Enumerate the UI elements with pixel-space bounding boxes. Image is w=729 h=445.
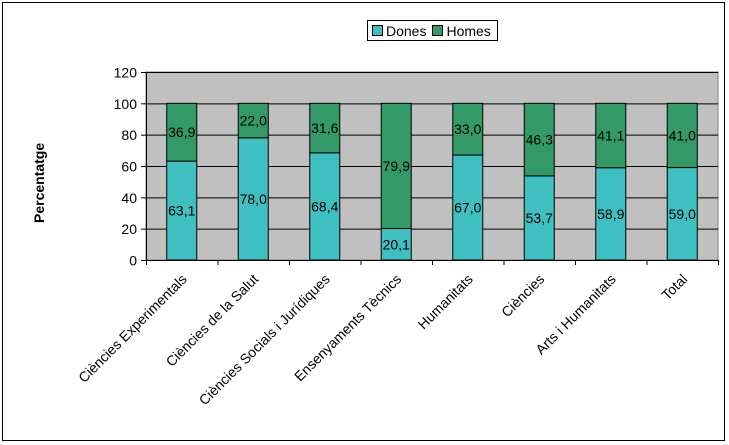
data-label-homes: 46,3	[526, 132, 553, 148]
bar-dones	[309, 152, 341, 261]
bar-homes	[380, 102, 412, 230]
bar-homes	[166, 102, 198, 162]
bar-dones	[666, 167, 698, 261]
bar-dones	[452, 154, 484, 261]
legend-label-dones: Dones	[386, 22, 427, 39]
legend-item-homes: Homes	[432, 22, 491, 39]
data-label-dones: 78,0	[240, 191, 267, 207]
data-label-dones: 53,7	[526, 210, 553, 226]
data-label-dones: 63,1	[168, 203, 195, 219]
bar-homes	[237, 102, 269, 139]
data-label-homes: 33,0	[454, 121, 481, 137]
y-tick-label: 0	[129, 253, 137, 269]
data-label-dones: 59,0	[669, 206, 696, 222]
legend-label-homes: Homes	[446, 22, 491, 39]
bar-homes	[666, 102, 698, 169]
legend-item-dones: Dones	[372, 23, 426, 39]
x-category-label: Humanitats	[414, 271, 475, 332]
data-label-dones: 68,4	[311, 198, 338, 214]
data-label-homes: 36,9	[168, 124, 195, 140]
data-label-dones: 58,9	[597, 206, 624, 222]
bar-homes	[452, 102, 484, 156]
bar-dones	[595, 167, 627, 261]
y-tick-label: 80	[121, 127, 137, 143]
bar-dones	[166, 160, 198, 261]
data-label-homes: 31,6	[311, 120, 338, 136]
x-category-label: Ciències	[498, 271, 547, 320]
bar-dones	[523, 175, 555, 261]
chart-legend: Dones Homes	[367, 20, 498, 41]
data-label-homes: 79,9	[383, 158, 410, 174]
bar-homes	[309, 102, 341, 154]
y-tick-label: 40	[121, 190, 137, 206]
legend-swatch-homes	[432, 25, 444, 36]
y-tick-label: 20	[121, 221, 137, 237]
data-label-homes: 22,0	[240, 113, 267, 129]
bar-homes	[595, 102, 627, 169]
y-tick-label: 60	[121, 159, 137, 175]
legend-swatch-dones	[372, 25, 383, 36]
bar-dones	[237, 137, 269, 261]
x-category-label: Total	[658, 271, 690, 303]
x-category-label: Ciències Socials i Jurídiques	[196, 271, 333, 408]
data-label-homes: 41,1	[597, 128, 624, 144]
data-label-dones: 67,0	[454, 200, 481, 216]
data-label-dones: 20,1	[383, 236, 410, 252]
bar-dones	[380, 228, 412, 261]
bar-homes	[523, 102, 555, 177]
data-label-homes: 41,0	[669, 127, 696, 143]
y-tick-label: 100	[114, 96, 138, 112]
y-tick-label: 120	[114, 65, 138, 81]
